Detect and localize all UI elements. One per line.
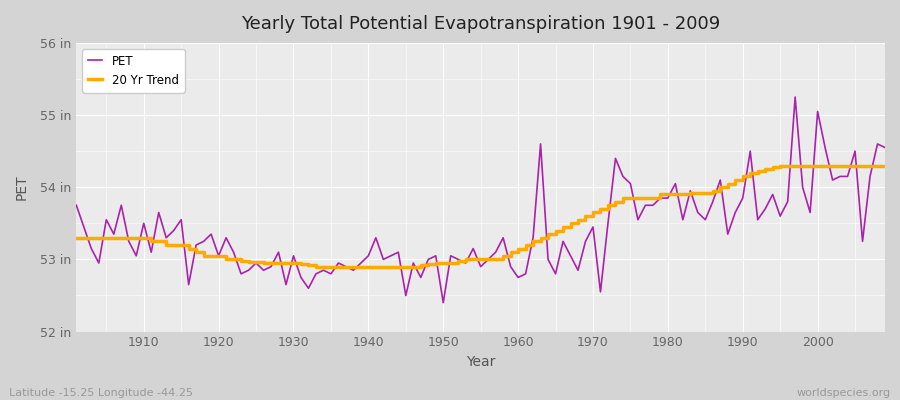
PET bbox=[513, 275, 524, 280]
PET bbox=[789, 95, 800, 100]
20 Yr Trend bbox=[310, 264, 321, 269]
20 Yr Trend bbox=[295, 262, 306, 267]
Text: worldspecies.org: worldspecies.org bbox=[796, 388, 891, 398]
PET bbox=[879, 145, 890, 150]
20 Yr Trend bbox=[513, 246, 524, 251]
Text: Latitude -15.25 Longitude -44.25: Latitude -15.25 Longitude -44.25 bbox=[9, 388, 193, 398]
20 Yr Trend bbox=[130, 235, 141, 240]
PET bbox=[130, 254, 141, 258]
20 Yr Trend bbox=[610, 199, 621, 204]
20 Yr Trend bbox=[348, 264, 359, 269]
PET bbox=[71, 203, 82, 208]
20 Yr Trend bbox=[775, 163, 786, 168]
Legend: PET, 20 Yr Trend: PET, 20 Yr Trend bbox=[82, 49, 184, 92]
20 Yr Trend bbox=[520, 242, 531, 247]
Line: 20 Yr Trend: 20 Yr Trend bbox=[76, 166, 885, 267]
PET bbox=[295, 275, 306, 280]
Line: PET: PET bbox=[76, 97, 885, 303]
PET bbox=[340, 264, 351, 269]
PET bbox=[520, 272, 531, 276]
PET bbox=[437, 300, 448, 305]
20 Yr Trend bbox=[879, 163, 890, 168]
X-axis label: Year: Year bbox=[466, 355, 495, 369]
Title: Yearly Total Potential Evapotranspiration 1901 - 2009: Yearly Total Potential Evapotranspiratio… bbox=[241, 15, 720, 33]
PET bbox=[610, 156, 621, 161]
Y-axis label: PET: PET bbox=[15, 174, 29, 200]
20 Yr Trend bbox=[71, 235, 82, 240]
